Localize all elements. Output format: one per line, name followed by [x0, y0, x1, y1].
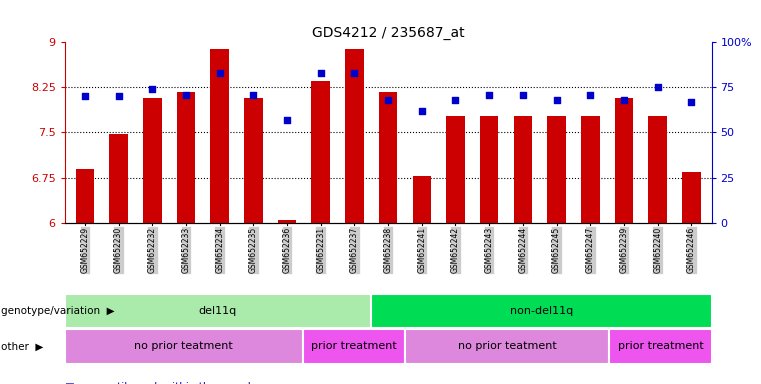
Bar: [682, 172, 701, 223]
Bar: [345, 50, 364, 223]
Point: [517, 91, 529, 98]
Bar: [514, 116, 532, 223]
Bar: [615, 98, 633, 223]
Bar: [547, 116, 566, 223]
Bar: [65, 294, 371, 328]
Point: [314, 70, 326, 76]
Title: GDS4212 / 235687_at: GDS4212 / 235687_at: [312, 26, 464, 40]
Bar: [412, 176, 431, 223]
Bar: [278, 220, 296, 223]
Bar: [379, 92, 397, 223]
Bar: [446, 116, 465, 223]
Text: ■  percentile rank within the sample: ■ percentile rank within the sample: [65, 382, 256, 384]
Bar: [371, 294, 712, 328]
Point: [349, 70, 361, 76]
Text: prior treatment: prior treatment: [311, 341, 397, 351]
Bar: [210, 50, 229, 223]
Point: [214, 70, 226, 76]
Text: non-del11q: non-del11q: [510, 306, 573, 316]
Text: genotype/variation  ▶: genotype/variation ▶: [1, 306, 114, 316]
Point: [247, 91, 260, 98]
Point: [685, 99, 697, 105]
Bar: [75, 169, 94, 223]
Bar: [65, 329, 303, 364]
Point: [450, 97, 462, 103]
Text: other  ▶: other ▶: [1, 341, 43, 351]
Point: [618, 97, 630, 103]
Bar: [581, 116, 600, 223]
Text: prior treatment: prior treatment: [618, 341, 703, 351]
Point: [416, 108, 428, 114]
Text: no prior teatment: no prior teatment: [458, 341, 556, 351]
Text: del11q: del11q: [199, 306, 237, 316]
Bar: [110, 134, 128, 223]
Point: [483, 91, 495, 98]
Point: [180, 91, 192, 98]
Bar: [405, 329, 610, 364]
Point: [146, 86, 158, 92]
Bar: [480, 116, 498, 223]
Point: [113, 93, 125, 99]
Point: [281, 117, 293, 123]
Bar: [610, 329, 712, 364]
Point: [550, 97, 562, 103]
Point: [79, 93, 91, 99]
Point: [584, 91, 597, 98]
Bar: [311, 81, 330, 223]
Bar: [177, 92, 196, 223]
Bar: [303, 329, 405, 364]
Text: no prior teatment: no prior teatment: [135, 341, 233, 351]
Point: [651, 84, 664, 91]
Bar: [648, 116, 667, 223]
Bar: [244, 98, 263, 223]
Bar: [143, 98, 161, 223]
Point: [382, 97, 394, 103]
